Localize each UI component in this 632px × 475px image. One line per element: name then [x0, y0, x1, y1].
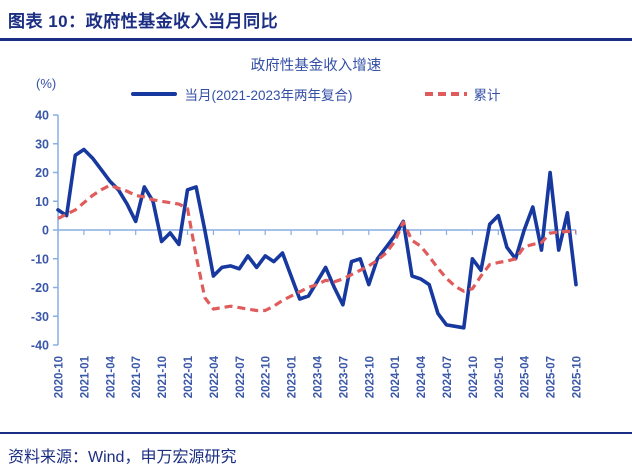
- chart-legend: 当月(2021-2023年两年复合) 累计: [0, 84, 632, 104]
- x-axis-tick-label: 2022-10: [261, 356, 273, 398]
- legend-item-cumulative: 累计: [424, 84, 501, 104]
- y-axis-tick-label: -30: [31, 310, 49, 324]
- solid-line-swatch: [131, 92, 178, 96]
- x-axis-tick-label: 2021-07: [131, 356, 143, 398]
- y-axis: 40 30 20 10 0 -10 -20 -30 -40: [31, 109, 59, 353]
- x-axis-tick-label: 2024-01: [390, 355, 402, 398]
- chart-title: 政府性基金收入增速: [250, 58, 382, 74]
- y-axis-tick-label: -20: [31, 281, 49, 295]
- x-axis-tick-label: 2022-04: [209, 355, 221, 398]
- x-axis-tick-label: 2022-07: [235, 356, 247, 398]
- line-chart-canvas: 40 30 20 10 0 -10 -20 -30 -40 2020-10 2021-01 2021-…: [31, 109, 584, 399]
- y-axis-tick-label: 20: [35, 166, 49, 180]
- x-axis-labels: 2020-10 2021-01 2021-04 2021-07 2021-10 2022-…: [54, 355, 584, 398]
- x-axis-tick-label: 2024-04: [416, 355, 428, 398]
- x-axis-tick-label: 2023-07: [338, 356, 350, 398]
- y-axis-tick-label: -10: [31, 252, 49, 266]
- y-axis-tick-label: 30: [35, 137, 49, 151]
- plot-area: 40 30 20 10 0 -10 -20 -30 -40 2020-10 2021-01 2021-…: [16, 109, 632, 415]
- dashed-line-swatch: [424, 92, 467, 96]
- figure-caption: 图表 10：政府性基金收入当月同比: [8, 12, 279, 31]
- x-axis-tick-label: 2023-04: [313, 355, 325, 398]
- y-axis-tick-label: 40: [35, 110, 49, 123]
- y-axis-unit-label: (%): [36, 76, 57, 91]
- chart-figure: 政府性基金收入增速 当月(2021-2023年两年复合) 累计 (%) 40 30…: [0, 54, 632, 415]
- x-axis-tick-label: 2025-04: [520, 355, 532, 398]
- x-axis-tick-label: 2023-10: [364, 356, 376, 398]
- x-axis-tick-label: 2025-10: [572, 356, 584, 398]
- x-axis-tick-label: 2020-10: [54, 356, 66, 398]
- legend-label-cumulative: 累计: [473, 88, 501, 103]
- y-axis-tick-label: 10: [35, 195, 49, 209]
- series-monthly-line: [56, 147, 578, 330]
- source-note: 资料来源：Wind，申万宏源研究: [8, 449, 237, 466]
- x-axis-tick-label: 2021-01: [79, 355, 91, 398]
- x-axis-tick-label: 2023-01: [287, 355, 299, 398]
- legend-label-monthly: 当月(2021-2023年两年复合): [184, 88, 353, 103]
- x-axis-tick-label: 2025-01: [494, 355, 506, 398]
- zero-axis-line: [57, 229, 577, 235]
- y-axis-tick-label: -40: [31, 339, 49, 353]
- x-axis-tick-label: 2021-10: [157, 356, 169, 398]
- figure-footer: 资料来源：Wind，申万宏源研究: [0, 432, 632, 467]
- figure-header: 图表 10：政府性基金收入当月同比: [0, 0, 632, 41]
- series-cumulative-line: [57, 183, 577, 313]
- y-axis-tick-label: 0: [42, 224, 49, 238]
- x-axis-tick-label: 2021-04: [105, 355, 117, 398]
- legend-item-monthly: 当月(2021-2023年两年复合): [131, 84, 353, 104]
- x-axis-tick-label: 2024-07: [442, 356, 454, 398]
- x-axis-tick-label: 2022-01: [183, 355, 195, 398]
- x-axis-tick-label: 2025-07: [546, 356, 558, 398]
- x-axis-tick-label: 2024-10: [468, 356, 480, 398]
